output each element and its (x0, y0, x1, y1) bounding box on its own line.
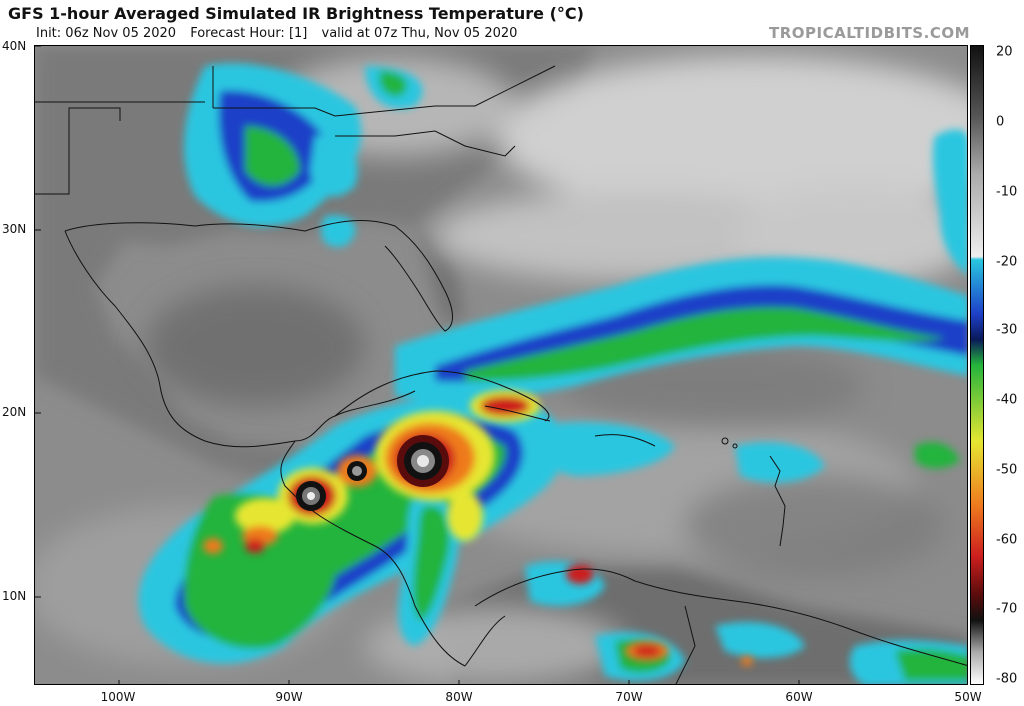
lon-label: 80W (445, 690, 473, 704)
map-title: GFS 1-hour Averaged Simulated IR Brightn… (8, 4, 584, 23)
lat-label: 30N (2, 222, 27, 236)
brand-watermark: TROPICALTIDBITS.COM (769, 24, 970, 42)
lon-label: 100W (100, 690, 136, 704)
colorbar-label: -70 (996, 601, 1018, 617)
map-subtitle: Init: 06z Nov 05 2020 Forecast Hour: [1]… (36, 26, 527, 41)
colorbar (970, 45, 984, 685)
colorbar-label: 20 (996, 44, 1013, 60)
lon-label: 50W (954, 690, 982, 704)
colorbar-label: 0 (996, 114, 1005, 130)
lon-label: 60W (785, 690, 813, 704)
init-time: Init: 06z Nov 05 2020 (36, 26, 177, 41)
colorbar-label: -40 (996, 392, 1018, 408)
colorbar-label: -60 (996, 532, 1018, 548)
colorbar-label: -10 (996, 184, 1018, 200)
colorbar-gradient (971, 46, 983, 684)
lat-label: 20N (2, 405, 27, 419)
colorbar-label: -50 (996, 462, 1018, 478)
colorbar-label: -20 (996, 254, 1018, 270)
colorbar-label: -80 (996, 671, 1018, 687)
lon-label: 90W (275, 690, 303, 704)
valid-time: valid at 07z Thu, Nov 05 2020 (321, 26, 518, 41)
forecast-hour: Forecast Hour: [1] (190, 26, 308, 41)
map-graphic (35, 46, 967, 684)
lon-label: 70W (615, 690, 643, 704)
colorbar-label: -30 (996, 322, 1018, 338)
lat-label: 10N (2, 589, 27, 603)
ir-satellite-map (34, 45, 968, 685)
lat-label: 40N (2, 39, 27, 53)
